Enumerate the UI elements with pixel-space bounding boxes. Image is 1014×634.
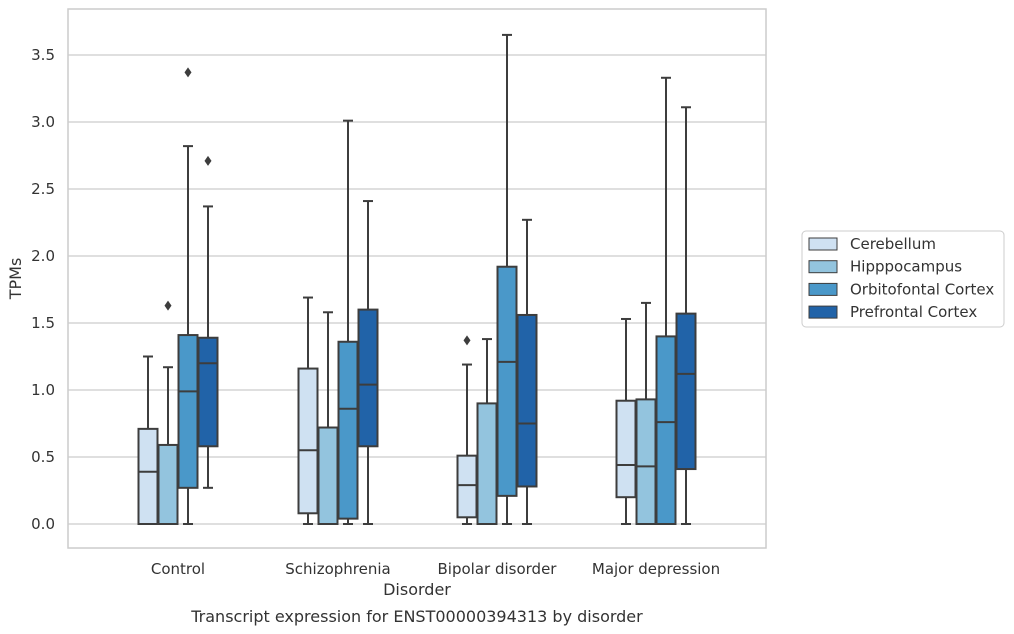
y-tick-label: 0.5: [31, 448, 55, 466]
box-group: [177, 67, 199, 525]
box-group: [357, 200, 379, 525]
x-tick-label: Bipolar disorder: [438, 560, 558, 578]
legend-frame: [801, 230, 1005, 328]
box-group: [516, 218, 538, 525]
box: [177, 334, 199, 489]
box-group: [297, 296, 319, 525]
box-group: [197, 155, 219, 489]
legend: Cerebellum Hipppocampus Orbitofontal Corte…: [801, 230, 1005, 328]
legend-label: Orbitofontal Cortex: [850, 280, 994, 298]
box: [357, 308, 379, 448]
box-group: [496, 33, 518, 525]
legend-swatch: [808, 282, 838, 296]
box-group: [655, 76, 677, 525]
box: [317, 426, 339, 525]
x-axis-title: Disorder: [383, 580, 451, 599]
y-axis-title: TPMs: [6, 258, 25, 301]
box: [635, 398, 657, 526]
box-group: [635, 301, 657, 526]
legend-label: Cerebellum: [850, 235, 936, 253]
box: [516, 313, 538, 488]
figure-caption: Transcript expression for ENST0000039431…: [190, 607, 643, 626]
box: [337, 340, 359, 520]
plot-frame: [67, 8, 767, 549]
x-tick-labels: Control Schizophrenia Bipolar disorder Majo…: [151, 560, 720, 578]
y-tick-label: 2.5: [31, 180, 55, 198]
box-group: [137, 355, 159, 525]
box: [496, 265, 518, 497]
outlier-point: [463, 335, 471, 346]
box: [615, 399, 637, 499]
legend-swatch: [808, 305, 838, 319]
y-tick-label: 3.5: [31, 46, 55, 64]
box: [476, 402, 498, 525]
outlier-point: [184, 67, 192, 78]
y-tick-label: 1.0: [31, 381, 55, 399]
legend-swatch: [808, 260, 838, 274]
x-tick-label: Control: [151, 560, 205, 578]
y-tick-labels: 0.0 0.5 1.0 1.5 2.0 2.5 3.0 3.5: [31, 46, 55, 533]
box-group: [337, 119, 359, 525]
outlier-point: [204, 155, 212, 166]
box: [456, 454, 478, 519]
box-group: [456, 335, 478, 525]
y-tick-label: 0.0: [31, 515, 55, 533]
y-tick-label: 1.5: [31, 314, 55, 332]
legend-label: Prefrontal Cortex: [850, 303, 977, 321]
legend-swatch: [808, 237, 838, 251]
y-tick-label: 2.0: [31, 247, 55, 265]
box-group: [157, 300, 179, 525]
outlier-point: [164, 300, 172, 311]
y-tick-label: 3.0: [31, 113, 55, 131]
box-plots: [137, 33, 697, 526]
box-group: [615, 317, 637, 525]
box: [297, 367, 319, 515]
box: [675, 312, 697, 471]
box: [157, 443, 179, 525]
box-group: [476, 338, 498, 525]
box: [655, 335, 677, 525]
x-tick-label: Schizophrenia: [285, 560, 390, 578]
box: [137, 427, 159, 525]
box-group: [675, 106, 697, 525]
box-group: [317, 311, 339, 525]
box: [197, 336, 219, 448]
x-tick-label: Major depression: [592, 560, 720, 578]
legend-label: Hipppocampus: [850, 258, 962, 276]
